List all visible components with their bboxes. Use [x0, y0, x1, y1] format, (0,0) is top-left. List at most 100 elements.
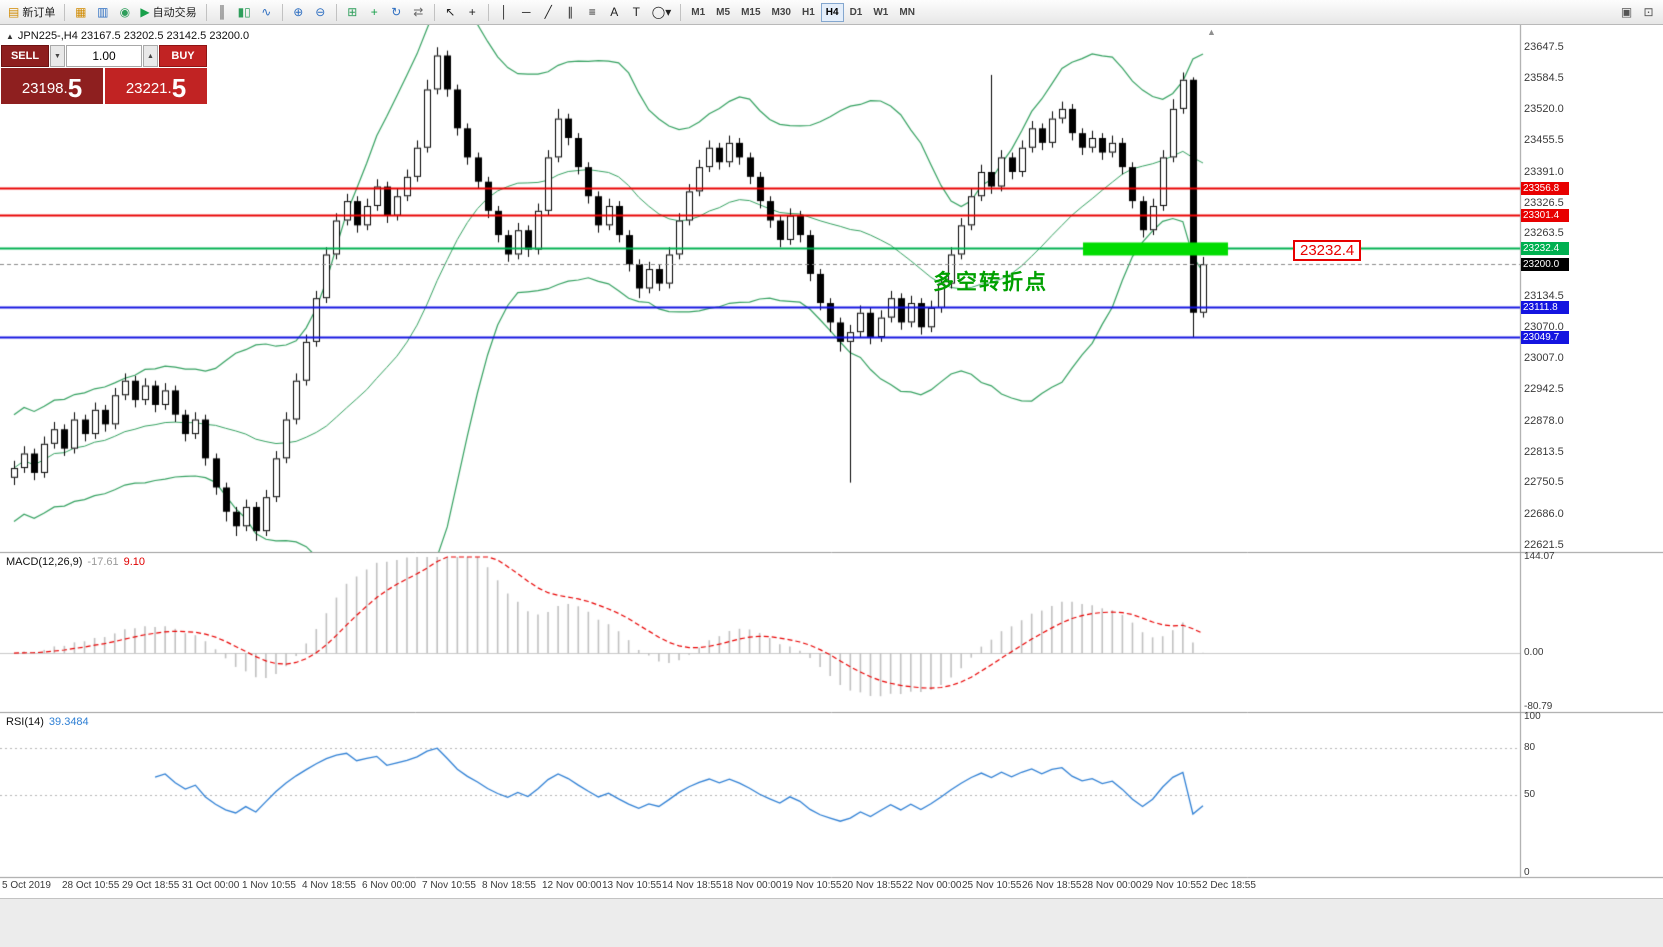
macd-signal-value: 9.10: [123, 556, 146, 568]
bar-chart-button[interactable]: ║: [212, 2, 233, 23]
zoom-out-button[interactable]: ⊖: [310, 2, 331, 23]
rsi-indicator-label: RSI(14) 39.3484: [6, 716, 89, 728]
trade-panel-prices: 23198. 5 23221. 5: [1, 68, 207, 104]
label-icon: T: [632, 5, 640, 19]
price-level-tag[interactable]: 23049.7: [1521, 331, 1569, 345]
zoom-out-icon: ⊖: [315, 5, 326, 19]
shapes-button[interactable]: ◯▾: [648, 2, 675, 23]
autotrading-icon: ▶: [140, 5, 150, 19]
buy-price-display[interactable]: 23221. 5: [105, 68, 207, 104]
new-order-button[interactable]: ▤ 新订单: [4, 2, 59, 23]
scroll-marker-icon: ▲: [1207, 27, 1216, 37]
market-watch-icon: ▦: [75, 5, 87, 19]
toolbar-separator: [680, 3, 682, 21]
trendline-button[interactable]: ╱: [538, 2, 559, 23]
new-window-button[interactable]: ▣: [1616, 2, 1637, 23]
data-window-button[interactable]: ▥: [92, 2, 113, 23]
navigator-button[interactable]: ◉: [114, 2, 135, 23]
refresh-button[interactable]: ↻: [386, 2, 407, 23]
channel-icon: ∥: [567, 5, 574, 19]
trade-panel-controls: SELL ▼ ▲ BUY: [1, 45, 207, 67]
sell-price-display[interactable]: 23198. 5: [1, 68, 103, 104]
timeframe-m30-button[interactable]: M30: [767, 3, 796, 22]
price-level-tag[interactable]: 23232.4: [1521, 242, 1569, 256]
macd-indicator-label: MACD(12,26,9) -17.61 9.10: [6, 556, 145, 568]
chart-symbol-info: ▲ JPN225-,H4 23167.5 23202.5 23142.5 2320…: [6, 30, 249, 42]
chart-annotation-text[interactable]: 多空转折点: [933, 271, 1048, 294]
zoom-in-button[interactable]: ⊕: [288, 2, 309, 23]
label-button[interactable]: T: [626, 2, 647, 23]
new-order-icon: ▤: [8, 5, 20, 19]
tile-windows-icon: ⊞: [347, 5, 358, 19]
buy-price-main: 23221.: [125, 80, 172, 97]
zoom-in-icon: ⊕: [293, 5, 304, 19]
current-price-tag: 23200.0: [1521, 258, 1569, 272]
crosshair-icon: +: [468, 5, 476, 19]
tile-windows-button[interactable]: ⊞: [342, 2, 363, 23]
line-chart-button[interactable]: ∿: [256, 2, 277, 23]
price-callout-box[interactable]: 23232.4: [1293, 240, 1362, 261]
timeframe-h1-button[interactable]: H1: [797, 3, 820, 22]
rsi-value: 39.3484: [48, 716, 89, 728]
timeframe-m15-button[interactable]: M15: [736, 3, 765, 22]
line-chart-icon: ∿: [261, 5, 272, 19]
toolbar-separator: [281, 3, 283, 21]
timeframe-d1-button[interactable]: D1: [845, 3, 868, 22]
refresh-icon: ↻: [391, 5, 402, 19]
fibonacci-button[interactable]: ≡: [582, 2, 603, 23]
fibonacci-icon: ≡: [588, 5, 596, 19]
buy-price-pip: 5: [171, 73, 187, 103]
new-window-icon: ▣: [1620, 5, 1633, 19]
rsi-label-text: RSI(14): [6, 716, 44, 728]
chart-canvas[interactable]: [0, 25, 1663, 898]
cursor-icon: ↖: [445, 5, 456, 19]
candlestick-chart-icon: ▮▯: [237, 5, 251, 19]
volume-increase-button[interactable]: ▲: [143, 45, 158, 67]
one-click-collapse-icon[interactable]: ▲: [6, 32, 14, 41]
sell-button[interactable]: SELL: [1, 45, 49, 67]
print-button[interactable]: ⊡: [1638, 2, 1659, 23]
new-chart-button[interactable]: +: [364, 2, 385, 23]
crosshair-button[interactable]: +: [462, 2, 483, 23]
toolbar-separator: [433, 3, 435, 21]
cursor-button[interactable]: ↖: [440, 2, 461, 23]
navigator-icon: ◉: [119, 5, 131, 19]
text-button[interactable]: A: [604, 2, 625, 23]
macd-label-text: MACD(12,26,9): [6, 556, 83, 568]
buy-button[interactable]: BUY: [159, 45, 207, 67]
toolbar-separator: [205, 3, 207, 21]
sell-price-pip: 5: [67, 73, 83, 103]
timeframe-h4-button[interactable]: H4: [820, 2, 844, 22]
horizontal-line-button[interactable]: ─: [516, 2, 537, 23]
autotrading-button[interactable]: ▶ 自动交易: [136, 2, 200, 23]
price-level-tag[interactable]: 23301.4: [1521, 208, 1569, 222]
price-level-tag[interactable]: 23356.8: [1521, 182, 1569, 196]
toolbar: ▤ 新订单 ▦ ▥ ◉ ▶ 自动交易 ║ ▮▯ ∿ ⊕ ⊖ ⊞ + ↻ ⇄ ↖ + │ ─ ╱ ∥ ≡ A T ◯▾ M1 M5 M15…: [0, 0, 1663, 25]
trendline-icon: ╱: [544, 5, 552, 19]
timeframe-m1-button[interactable]: M1: [686, 3, 710, 22]
timeframe-m5-button[interactable]: M5: [711, 3, 735, 22]
print-icon: ⊡: [1643, 5, 1654, 19]
toolbar-separator: [335, 3, 337, 21]
volume-input[interactable]: [66, 45, 142, 67]
bar-chart-icon: ║: [217, 5, 227, 19]
timeframe-mn-button[interactable]: MN: [894, 3, 920, 22]
candlestick-chart-button[interactable]: ▮▯: [234, 2, 255, 23]
channel-button[interactable]: ∥: [560, 2, 581, 23]
chart-shift-button[interactable]: ⇄: [408, 2, 429, 23]
vertical-line-button[interactable]: │: [494, 2, 515, 23]
data-window-icon: ▥: [97, 5, 109, 19]
autotrading-label: 自动交易: [152, 7, 197, 19]
macd-main-value: -17.61: [87, 556, 119, 568]
one-click-trading-panel: SELL ▼ ▲ BUY 23198.5 23221.5: [1, 45, 207, 104]
timeframe-w1-button[interactable]: W1: [868, 3, 893, 22]
price-level-tag[interactable]: 23111.8: [1521, 301, 1569, 315]
text-icon: A: [610, 5, 619, 19]
toolbar-separator: [487, 3, 489, 21]
new-chart-icon: +: [370, 5, 378, 19]
horizontal-line-icon: ─: [522, 5, 531, 19]
symbol-ohlc-text: JPN225-,H4 23167.5 23202.5 23142.5 23200…: [17, 30, 250, 42]
market-watch-button[interactable]: ▦: [70, 2, 91, 23]
volume-decrease-button[interactable]: ▼: [50, 45, 65, 67]
